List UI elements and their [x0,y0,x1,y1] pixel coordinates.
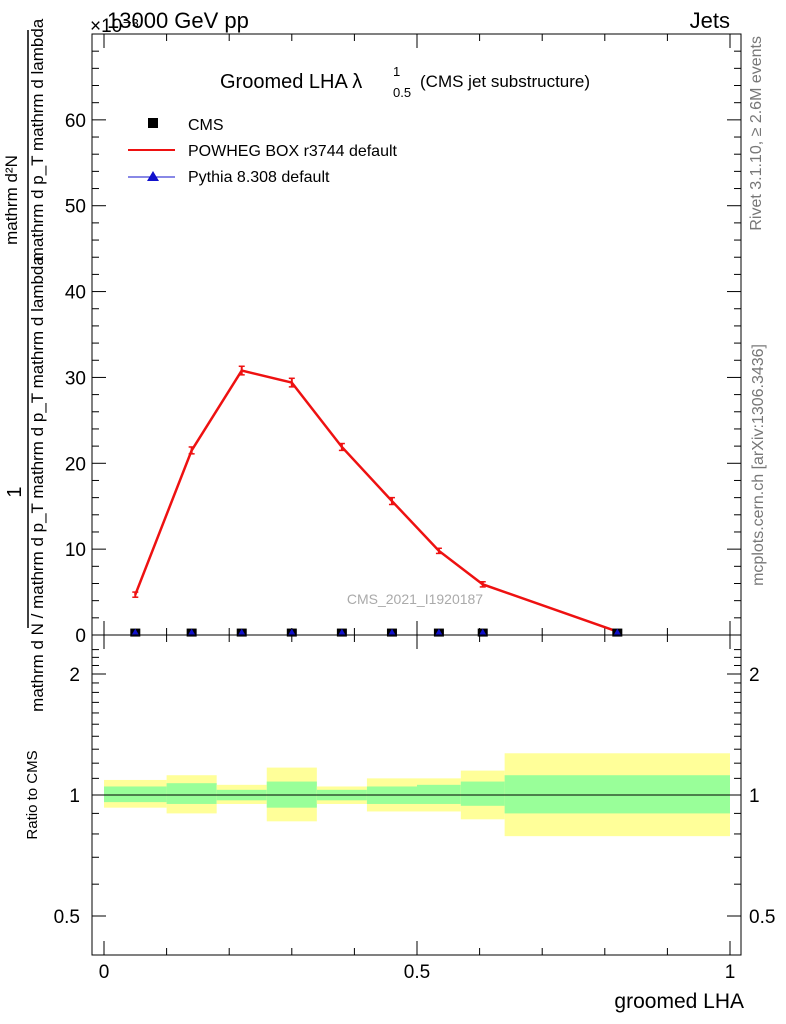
chart-title: Groomed LHA λ [220,71,362,93]
legend-cms-marker [148,118,158,128]
chart-title-main: Groomed LHA λ [220,71,362,93]
chart-title-note: (CMS jet substructure) [420,72,590,91]
exponent-label: ×10⁻³ [90,16,139,37]
ratio-ytick-label-right: 2 [749,665,760,686]
watermark: CMS_2021_I1920187 [347,591,483,607]
main-ytick-label: 0 [75,626,86,647]
mcplots-label: mcplots.cern.ch [arXiv:1306.3436] [750,344,767,586]
x-axis-label: groomed LHA [614,990,744,1013]
pythia-point [434,628,443,636]
pythia-point [387,628,396,636]
x-tick-label: 0.5 [404,962,430,983]
rivet-label: Rivet 3.1.10, ≥ 2.6M events [748,36,765,231]
y-axis-label: 1 mathrm d N / mathrm d p_T mathrm d p_T… [2,18,47,712]
main-ytick-label: 40 [65,283,86,304]
energy-label: 13000 GeV pp [107,8,249,33]
ratio-ylabel: Ratio to CMS [24,750,41,839]
ratio-ytick-label: 2 [69,665,80,686]
ratio-bands [104,753,741,837]
main-ytick-label: 10 [65,540,86,561]
main-ytick-label: 30 [65,368,86,389]
ratio-ytick-label-right: 0.5 [749,907,775,928]
ratio-band-inner [104,786,167,803]
pythia-point [478,628,487,636]
ratio-band-inner [166,783,217,804]
ratio-ytick-label: 1 [69,786,80,807]
main-ticks: 0 10 20 30 40 50 60 [65,34,741,647]
chart-title-sub: 0.5 [393,85,411,100]
ratio-band-inner [417,784,461,804]
y-label-den: mathrm d p_T mathrm d lambda [28,18,47,261]
legend-pythia-marker [147,171,159,181]
main-ytick-label: 20 [65,454,86,475]
legend-powheg-label: POWHEG BOX r3744 default [188,143,398,160]
ratio-ticks: 0.5 0.5 1 1 2 2 0 0.5 1 [54,635,775,983]
category-label: Jets [690,8,730,33]
pythia-point [131,628,140,636]
y-label-bottom: mathrm d N / mathrm d p_T mathrm d p_T m… [28,256,47,712]
main-series [130,365,623,637]
ratio-ytick-label-right: 1 [749,786,760,807]
pythia-point [237,628,246,636]
pythia-point [187,628,196,636]
main-panel: 0 10 20 30 40 50 60 CMS_2021_I1920187 Groomed … [2,18,742,712]
pythia-point [287,628,296,636]
pythia-point [337,628,346,636]
legend: CMS POWHEG BOX r3744 default Pythia 8.30… [128,117,398,186]
x-tick-label: 1 [725,962,736,983]
x-tick-label: 0 [99,962,110,983]
ratio-band-inner [460,781,505,806]
ratio-band-inner [504,775,730,814]
legend-cms-label: CMS [188,117,224,134]
legend-pythia-label: Pythia 8.308 default [188,169,330,186]
ratio-ytick-label: 0.5 [54,907,80,928]
ratio-panel: 0.5 0.5 1 1 2 2 0 0.5 1 Ratio to CMS groomed LHA [24,634,775,1013]
pythia-point [613,628,622,636]
y-label-num: mathrm d²N [2,155,21,245]
y-label-one: 1 [4,486,26,497]
chart-title-sup: 1 [393,64,400,79]
main-ytick-label: 60 [65,111,86,132]
main-ytick-label: 50 [65,197,86,218]
